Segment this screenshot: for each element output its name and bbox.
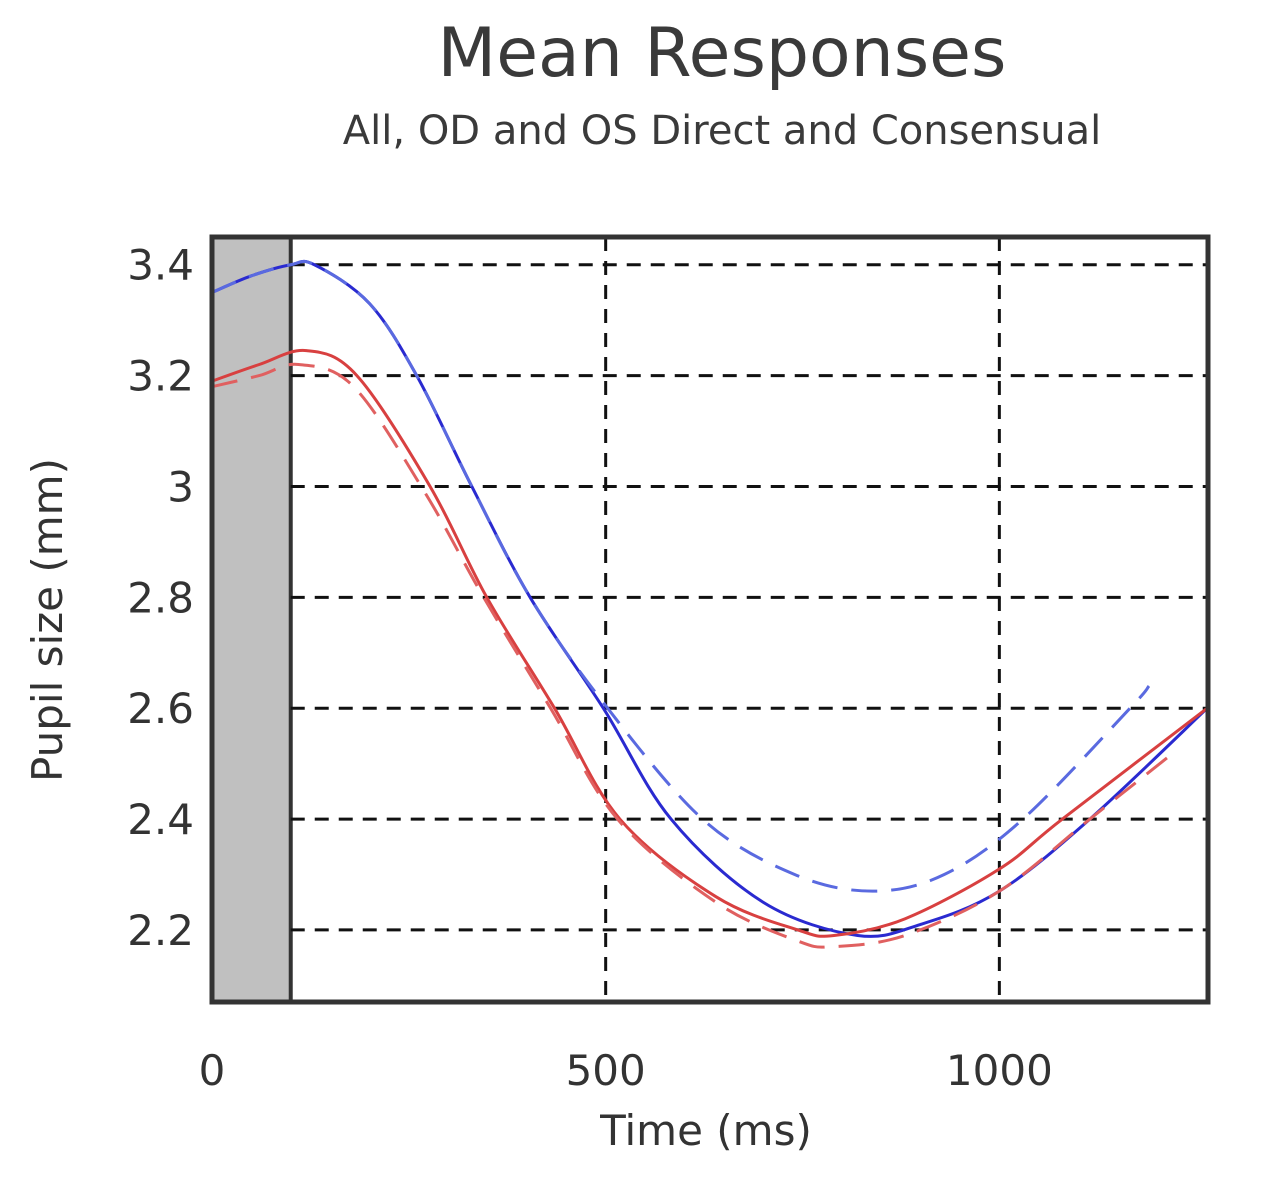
series-line-3 xyxy=(211,348,1209,938)
plot-background xyxy=(212,237,1208,1002)
y-tick-label: 2.8 xyxy=(127,573,194,622)
chart-title: Mean Responses xyxy=(437,14,1007,93)
y-tick-label: 3 xyxy=(167,462,194,511)
x-tick-label: 500 xyxy=(566,1046,646,1095)
series-line-4 xyxy=(211,362,1179,949)
series-line-1 xyxy=(211,259,1209,938)
x-tick-label: 1000 xyxy=(946,1046,1053,1095)
series-line-2 xyxy=(211,259,1151,893)
y-tick-label: 3.4 xyxy=(127,241,194,290)
chart-subtitle: All, OD and OS Direct and Consensual xyxy=(342,108,1102,154)
plot-border xyxy=(209,234,1211,1005)
y-tick-label: 2.2 xyxy=(127,906,194,955)
x-tick-label: 0 xyxy=(199,1046,226,1095)
y-tick-label: 2.4 xyxy=(127,795,194,844)
stimulus-shaded-region xyxy=(212,237,291,1002)
x-axis-label: Time (ms) xyxy=(599,1106,812,1155)
y-tick-label: 2.6 xyxy=(127,684,194,733)
y-tick-label: 3.2 xyxy=(127,352,194,401)
y-axis-label: Pupil size (mm) xyxy=(23,458,72,782)
